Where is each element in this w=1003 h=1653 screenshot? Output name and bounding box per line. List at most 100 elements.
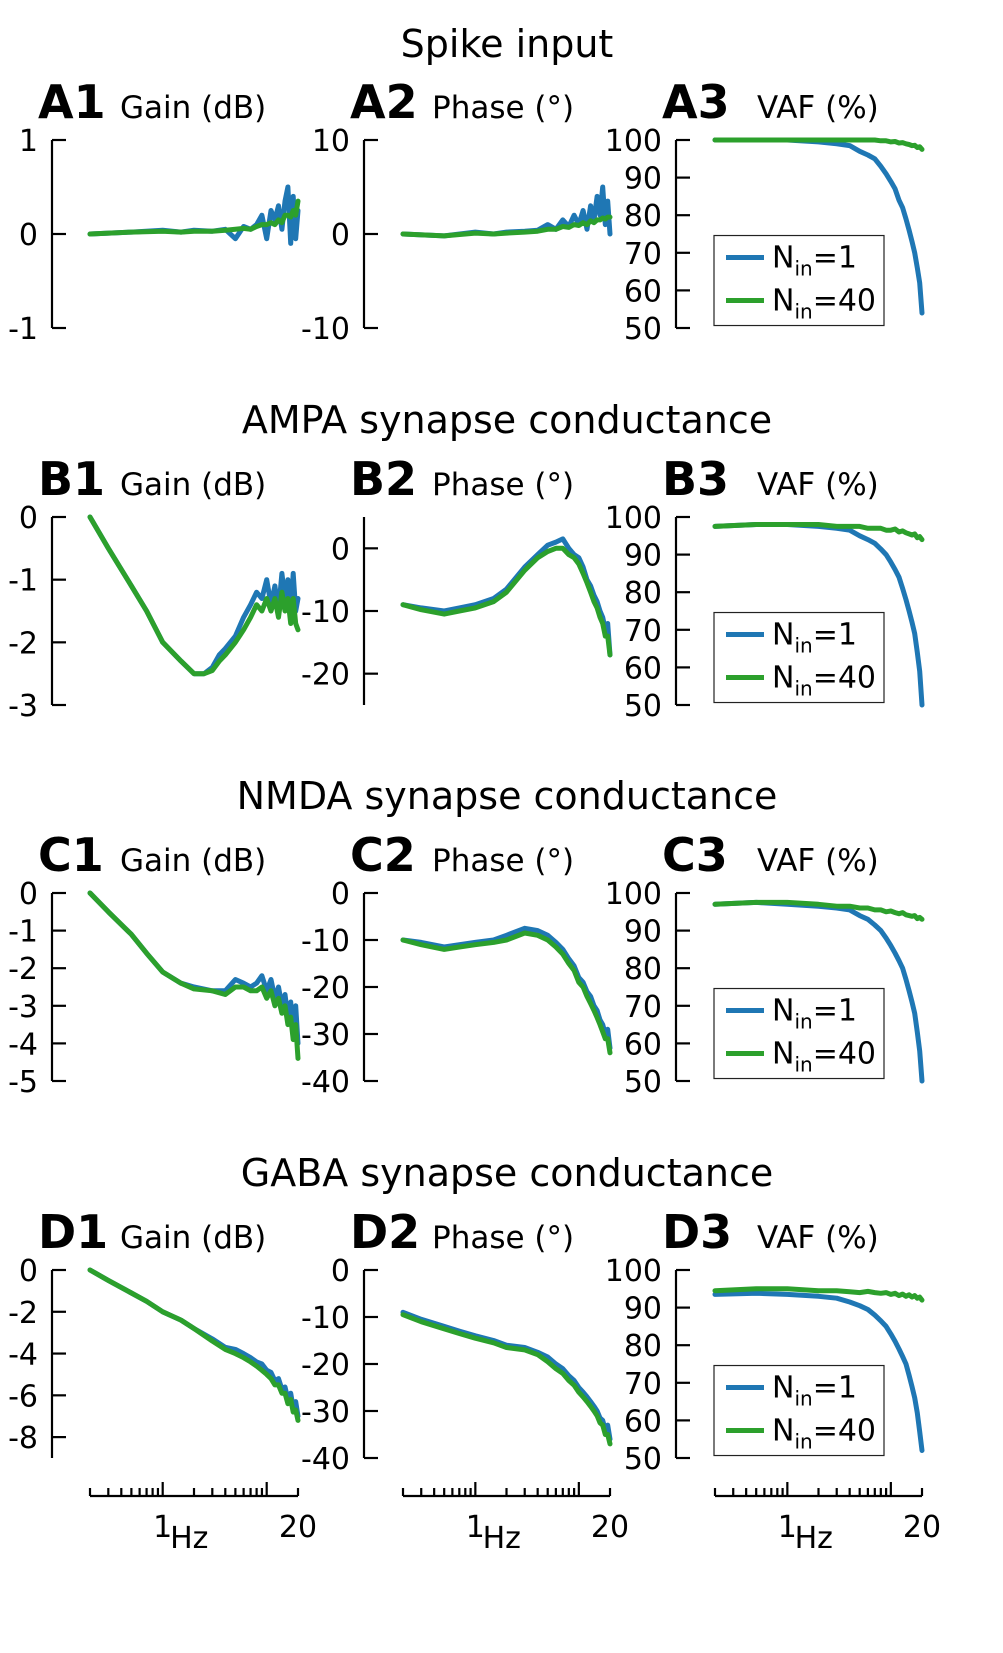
y-tick-label: 50 (624, 689, 662, 724)
y-tick-label: 0 (19, 218, 38, 253)
series-line-2 (87, 198, 301, 237)
y-tick-label: 80 (624, 199, 662, 234)
y-tick-label: 70 (624, 1367, 662, 1402)
panel-letter: A1 (38, 75, 106, 129)
panel-d2: D2 Phase (°) 0 -10 -20 -30 -40 (301, 1205, 613, 1477)
x-tick-label: 1 (778, 1510, 797, 1545)
y-tick-label: 100 (605, 1254, 662, 1289)
series-line-1 (400, 1309, 613, 1442)
row-title-d: GABA synapse conductance (241, 1151, 773, 1195)
series-line-2 (712, 522, 925, 543)
y-tick-label: 90 (624, 539, 662, 574)
legend-label-2: Nin=40 (772, 661, 876, 701)
panel-c2: C2 Phase (°) 0 -10 -20 -30 -40 (301, 828, 613, 1100)
panel-title: VAF (%) (757, 467, 879, 503)
x-tick-label: 20 (591, 1510, 629, 1545)
y-tick-label: -6 (8, 1379, 38, 1414)
series-line-1 (400, 536, 613, 658)
panel-letter: C1 (38, 828, 104, 882)
panel-letter: D1 (38, 1205, 108, 1259)
legend-label-1: Nin=1 (772, 241, 857, 281)
series-line-1 (712, 137, 925, 316)
y-tick-label: 0 (331, 218, 350, 253)
y-tick-label: 80 (624, 952, 662, 987)
legend-label-1: Nin=1 (772, 618, 857, 658)
panel-letter: B3 (662, 452, 729, 506)
row-title-c: NMDA synapse conductance (237, 774, 778, 818)
y-tick-label: -5 (8, 1065, 38, 1100)
panel-letter: A2 (350, 75, 418, 129)
y-tick-label: -20 (301, 971, 350, 1006)
series-line-2 (87, 890, 301, 1061)
x-unit-label: Hz (795, 1521, 833, 1556)
y-tick-label: 0 (19, 877, 38, 912)
panel-title: VAF (%) (757, 843, 879, 879)
y-tick-label: -2 (8, 626, 38, 661)
panel-b1: B1 Gain (dB) 0 -1 -2 -3 (8, 452, 301, 724)
y-tick-label: 60 (624, 274, 662, 309)
y-tick-label: -4 (8, 1338, 38, 1373)
y-tick-label: -10 (301, 312, 350, 347)
y-tick-label: 100 (605, 877, 662, 912)
legend-label-2: Nin=40 (772, 1037, 876, 1077)
panel-a1: A1 Gain (dB) 1 0 -1 (8, 75, 301, 347)
y-tick-label: -40 (301, 1442, 350, 1477)
x-tick-label: 1 (153, 1510, 172, 1545)
y-tick-label: -30 (301, 1395, 350, 1430)
series-line-2 (87, 1267, 301, 1423)
legend-label-2: Nin=40 (772, 1414, 876, 1454)
y-tick-label: 0 (331, 1254, 350, 1289)
panel-letter: D2 (350, 1205, 420, 1259)
x-unit-label: Hz (170, 1521, 208, 1556)
series-line-2 (712, 899, 925, 922)
series-line-2 (400, 545, 613, 658)
y-tick-label: 50 (624, 1065, 662, 1100)
y-tick-label: 0 (331, 877, 350, 912)
legend-box (713, 611, 885, 704)
panel-letter: C3 (662, 828, 728, 882)
y-tick-label: -8 (8, 1421, 38, 1456)
y-tick-label: -30 (301, 1018, 350, 1053)
y-tick-label: 70 (624, 990, 662, 1025)
y-tick-label: -1 (8, 915, 38, 950)
legend-box (713, 987, 885, 1080)
series-line-1 (400, 184, 613, 239)
y-tick-label: 100 (605, 124, 662, 159)
panel-title: Phase (°) (432, 843, 574, 879)
panel-d1: D1 Gain (dB) 0 -2 -4 -6 -8 (8, 1205, 301, 1458)
panel-title: Gain (dB) (120, 467, 266, 503)
series-line-2 (400, 214, 613, 239)
panel-title: Phase (°) (432, 90, 574, 126)
y-tick-label: -10 (301, 1301, 350, 1336)
y-tick-label: 1 (19, 124, 38, 159)
panel-c1: C1 Gain (dB) 0-1-2-3-4-5 (8, 828, 301, 1100)
y-tick-label: 0 (19, 501, 38, 536)
y-tick-label: -2 (8, 952, 38, 987)
series-line-2 (87, 514, 301, 677)
panel-letter: C2 (350, 828, 416, 882)
panel-title: VAF (%) (757, 1220, 879, 1256)
x-axis-col-2: 1 20 Hz (401, 1482, 629, 1556)
x-tick-label: 20 (903, 1510, 941, 1545)
panel-letter: D3 (662, 1205, 732, 1259)
y-tick-label: 50 (624, 1442, 662, 1477)
panel-title: Phase (°) (432, 1220, 574, 1256)
x-tick-label: 20 (279, 1510, 317, 1545)
panel-a2: A2 Phase (°) 10 0 -10 (301, 75, 613, 347)
series-line-1 (87, 890, 301, 1046)
series-line-1 (712, 1290, 925, 1453)
y-tick-label: -40 (301, 1065, 350, 1100)
panel-letter: B2 (350, 452, 417, 506)
x-axis-col-1: 1 20 Hz (88, 1482, 317, 1556)
panel-title: Gain (dB) (120, 1220, 266, 1256)
y-tick-label: 80 (624, 576, 662, 611)
series-line-2 (400, 930, 613, 1056)
series-line-2 (712, 137, 925, 152)
y-tick-label: -1 (8, 312, 38, 347)
series-line-2 (712, 1286, 925, 1303)
y-tick-label: 50 (624, 312, 662, 347)
